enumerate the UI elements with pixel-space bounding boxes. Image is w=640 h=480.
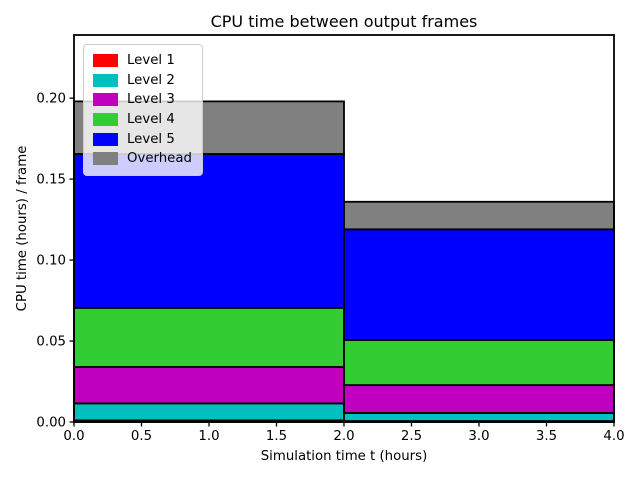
x-tick-label: 4.0 (603, 429, 624, 444)
x-tick-label: 2.5 (401, 429, 422, 444)
axes-layer: 0.0 0.5 1.0 1.5 2.0 2.5 3.0 3.5 4.0 0.00 0.05 0.10 0… (36, 34, 625, 444)
bar-0-segment-level-4 (73, 306, 345, 368)
bar-1-segment-overhead (343, 200, 615, 231)
bar-1-segment-level-4 (343, 339, 615, 386)
x-tick-label: 0.0 (63, 429, 84, 444)
legend-swatch-level-3 (93, 93, 118, 107)
x-tick-label: 1.0 (198, 429, 219, 444)
x-tick-label: 3.0 (468, 429, 489, 444)
bar-0-segment-level-2 (73, 402, 345, 422)
x-axis-label: Simulation time t (hours) (261, 449, 428, 464)
y-tick-label: 0.05 (36, 335, 66, 350)
legend-item-level-3: Level 3 (93, 90, 192, 110)
y-axis-label: CPU time (hours) / frame (15, 146, 30, 312)
legend-label: Level 3 (127, 92, 175, 108)
y-tick-label: 0.10 (36, 254, 66, 269)
legend-item-overhead: Overhead (93, 149, 192, 169)
legend-item-level-1: Level 1 (93, 51, 192, 71)
legend-swatch-level-4 (93, 113, 118, 127)
x-tick-label: 0.5 (131, 429, 152, 444)
x-tick-label: 1.5 (266, 429, 287, 444)
legend-item-level-4: Level 4 (93, 110, 192, 130)
chart-title: CPU time between output frames (211, 12, 478, 31)
bar-0-segment-level-5 (73, 153, 345, 309)
bar-1-segment-level-3 (343, 384, 615, 414)
bar-1-segment-level-5 (343, 228, 615, 341)
legend-label: Level 1 (127, 53, 175, 69)
y-tick-label: 0.20 (36, 92, 66, 107)
legend-swatch-level-5 (93, 132, 118, 146)
legend-item-level-2: Level 2 (93, 71, 192, 91)
legend-label: Level 5 (127, 131, 175, 147)
legend-label: Level 4 (127, 111, 175, 127)
y-tick-label: 0.15 (36, 173, 66, 188)
x-tick-label: 3.5 (536, 429, 557, 444)
legend-swatch-level-2 (93, 73, 118, 87)
legend-item-level-5: Level 5 (93, 129, 192, 149)
y-tick-label: 0.00 (36, 416, 66, 431)
bar-1-segment-level-2 (343, 412, 615, 422)
legend-swatch-level-1 (93, 54, 118, 68)
legend-label: Level 2 (127, 72, 175, 88)
legend-swatch-overhead (93, 152, 118, 166)
bar-0-segment-level-3 (73, 366, 345, 405)
legend: Level 1 Level 2 Level 3 Level 4 Level 5 Overh… (83, 44, 203, 176)
x-tick-label: 2.0 (333, 429, 354, 444)
legend-label: Overhead (127, 151, 192, 167)
